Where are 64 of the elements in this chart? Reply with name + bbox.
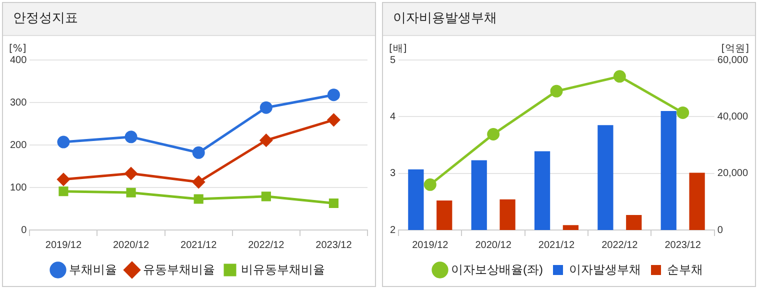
point [613,70,626,83]
y-axis-title: [%] [9,44,26,55]
x-tick-label: 2022/12 [602,240,638,251]
x-tick-label: 2019/12 [412,240,449,251]
point [260,134,272,147]
chart-title: 안정성지표 [3,3,375,36]
y-tick-label: 300 [10,97,28,108]
chart-title: 이자비용발생부채 [383,3,755,36]
legend-label: 비유동부채비율 [241,262,325,276]
y-tick-label: 4 [390,111,396,122]
point [424,178,436,191]
bar [562,225,579,230]
legend-label: 이자발생부채 [568,262,641,276]
point [192,146,205,159]
legend-label: 이자보상배율(좌) [451,262,544,276]
point [550,84,563,98]
point [57,136,70,148]
point [194,194,204,204]
bar [626,214,642,230]
point [676,106,690,119]
point [328,198,339,208]
y2-tick-label: 40,000 [717,111,748,122]
point [126,188,136,198]
x-tick-label: 2019/12 [45,240,82,251]
x-tick-label: 2021/12 [180,240,218,251]
point [260,101,272,114]
bar [534,151,550,230]
y2-tick-label: 60,000 [717,54,748,66]
x-tick-label: 2023/12 [316,240,352,251]
y2-axis-title: [억원] [721,44,750,55]
y-tick-label: 100 [10,182,28,194]
bar [689,172,705,230]
point [261,192,271,202]
x-tick-label: 2020/12 [112,240,150,251]
bar [471,160,487,230]
bar [598,125,614,230]
point [58,186,68,196]
y-tick-label: 0 [21,224,28,236]
x-tick-label: 2022/12 [248,240,285,251]
y-tick-label: 5 [390,54,396,66]
x-tick-label: 2020/12 [475,240,512,251]
legend-label: 순부채 [666,262,703,276]
point [192,176,205,188]
bar [660,111,676,230]
point [124,130,138,144]
y-tick-label: 2 [390,224,396,236]
y2-tick-label: 0 [717,224,724,236]
y-tick-label: 3 [390,168,396,180]
bar [436,200,452,230]
point [124,167,138,180]
legend-label: 유동부채비율 [143,262,215,276]
y-tick-label: 400 [10,54,28,66]
y2-tick-label: 20,000 [717,168,748,180]
x-tick-label: 2021/12 [538,240,575,251]
y-tick-label: 200 [10,140,28,151]
point [327,114,340,126]
x-tick-label: 2023/12 [664,240,702,251]
point [327,88,340,102]
point [57,173,70,186]
legend-label: 부채비율 [69,262,117,276]
y-axis-title: [배] [389,44,407,55]
bar [500,199,516,230]
bar [408,169,424,230]
point [487,128,500,140]
